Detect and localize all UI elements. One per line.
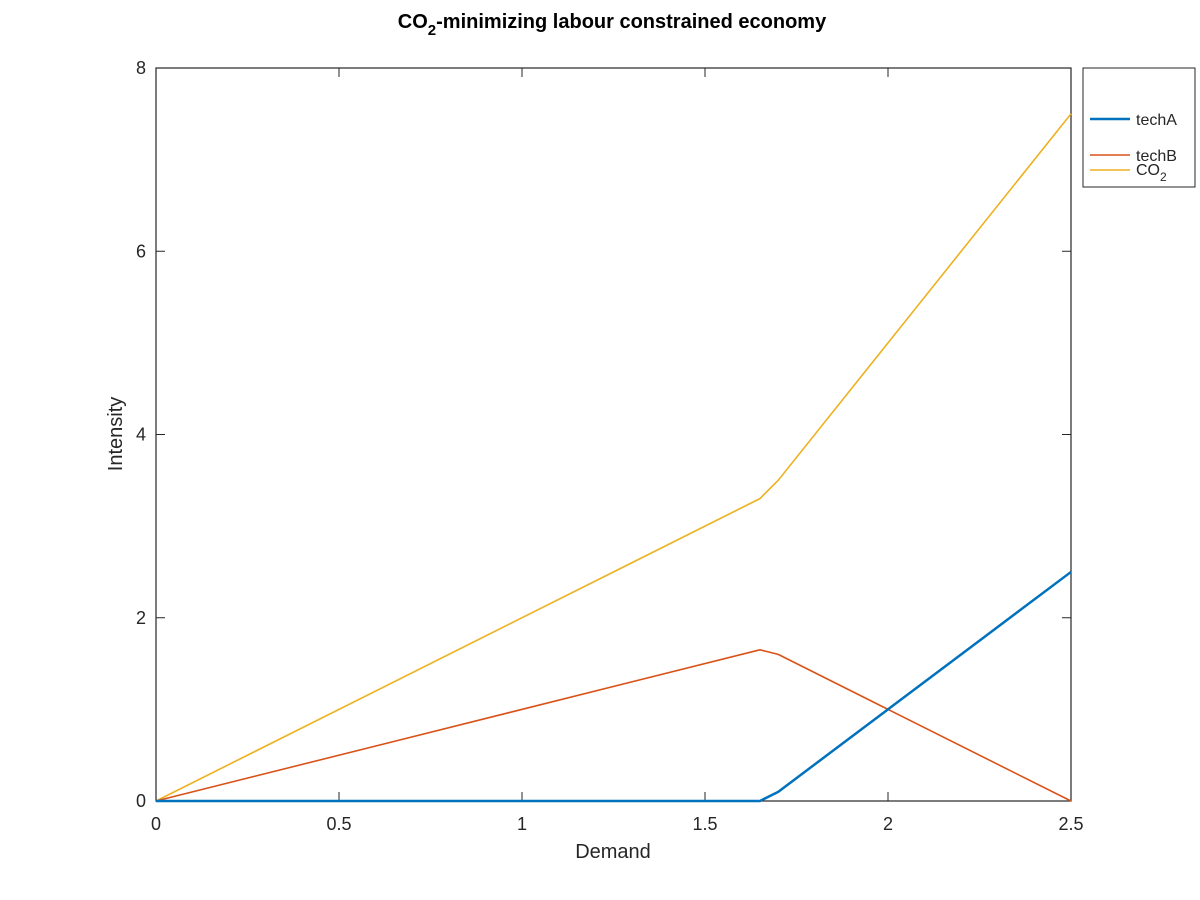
- x-tick-label: 2: [883, 814, 893, 834]
- title-rest: -minimizing labour constrained economy: [436, 11, 827, 33]
- y-tick-label: 4: [136, 425, 146, 445]
- legend: techA techB CO2: [1082, 67, 1196, 188]
- legend-label-co2: CO2: [1136, 162, 1167, 184]
- y-tick-label: 0: [136, 791, 146, 811]
- legend-box: [1082, 67, 1196, 188]
- title-main: CO: [398, 11, 428, 33]
- plot-area: 0 0.5 1 1.5 2 2.5 0 2 4 6 8: [136, 58, 1084, 834]
- y-tick-label: 8: [136, 58, 146, 78]
- legend-label-techA: techA: [1136, 112, 1177, 129]
- series-line-techb: [155, 649, 1072, 802]
- y-tick-label: 2: [136, 608, 146, 628]
- legend-label-co2-sub: 2: [1160, 170, 1167, 184]
- series-line-co2: [155, 113, 1072, 802]
- title-subscript: 2: [428, 22, 436, 39]
- x-tick-label: 2.5: [1058, 814, 1083, 834]
- legend-label-co2-main: CO: [1136, 162, 1160, 179]
- y-tick-label: 6: [136, 241, 146, 261]
- x-tick-label: 1.5: [692, 814, 717, 834]
- x-tick-label: 1: [517, 814, 527, 834]
- x-tick-label: 0.5: [326, 814, 351, 834]
- chart-title: CO2-minimizing labour constrained econom…: [398, 11, 827, 39]
- legend-label-techB: techB: [1136, 148, 1177, 165]
- series-line-techa: [156, 570, 1072, 803]
- y-axis-label: Intensity: [105, 397, 127, 471]
- x-axis-label: Demand: [575, 841, 651, 863]
- x-tick-label: 0: [151, 814, 161, 834]
- axes-box: [155, 67, 1072, 802]
